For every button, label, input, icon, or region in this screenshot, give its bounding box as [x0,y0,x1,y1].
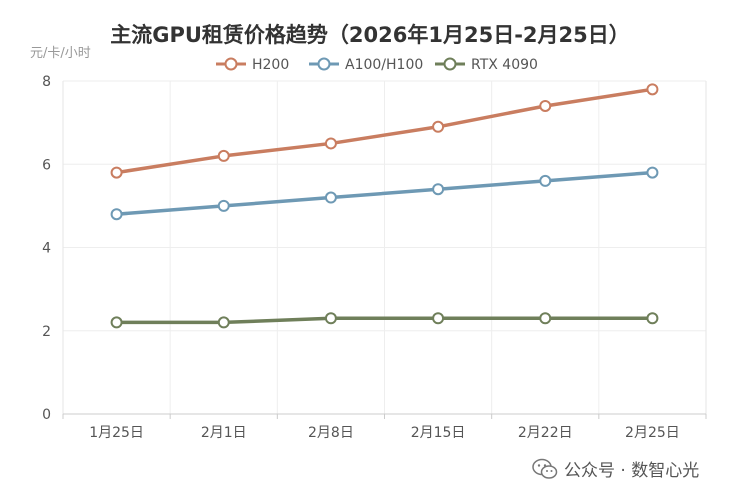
chart-title: 主流GPU租赁价格趋势（2026年1月25日-2月25日） [110,23,630,47]
series-2 [110,312,659,329]
data-point [110,208,123,221]
data-point [432,312,445,325]
data-point [432,120,445,133]
data-point [646,166,659,179]
wechat-icon [532,458,558,479]
series-line [114,316,655,325]
series-line [114,170,655,216]
legend-item: RTX 4090 [435,57,538,73]
x-tick-label: 2月15日 [411,425,466,441]
y-tick-label: 0 [42,407,51,423]
legend-swatch-marker [317,57,331,71]
x-tick-label: 2月8日 [308,425,354,441]
y-tick-label: 2 [42,324,51,340]
x-tick-label: 2月22日 [518,425,573,441]
data-point [646,312,659,325]
series-0 [110,83,659,179]
legend-swatch-marker [224,57,238,71]
series-layer [110,83,659,329]
x-tick-label: 2月1日 [201,425,247,441]
legend: H200 A100/H100 RTX 4090 [216,57,538,73]
watermark-text: 公众号 · 数智心光 [564,461,700,481]
y-tick-label: 8 [42,74,51,90]
watermark: 公众号 · 数智心光 [532,456,699,481]
data-point [110,166,123,179]
data-point [324,137,337,150]
axes: 0 2 4 6 8 1月25日 2月1日 2月8日 2月15日 2月22日 2月25日 [42,74,707,441]
data-point [324,191,337,204]
x-tick-label: 2月25日 [625,425,680,441]
y-axis-unit-label: 元/卡/小时 [30,46,91,61]
legend-label: A100/H100 [345,57,423,73]
data-point [324,312,337,325]
legend-item: A100/H100 [309,57,423,73]
y-tick-label: 4 [42,241,51,257]
legend-item: H200 [216,57,289,73]
data-point [217,149,230,162]
data-point [217,316,230,329]
legend-label: H200 [252,57,289,73]
x-tick-label: 1月25日 [89,425,144,441]
data-point [539,312,552,325]
data-point [646,83,659,96]
data-point [539,174,552,187]
legend-label: RTX 4090 [471,57,538,73]
grid [62,80,707,414]
y-tick-label: 6 [42,157,51,173]
series-line [114,87,655,175]
data-point [539,99,552,112]
legend-swatch-marker [443,57,457,71]
data-point [432,183,445,196]
data-point [110,316,123,329]
data-point [217,199,230,212]
series-1 [110,166,659,221]
